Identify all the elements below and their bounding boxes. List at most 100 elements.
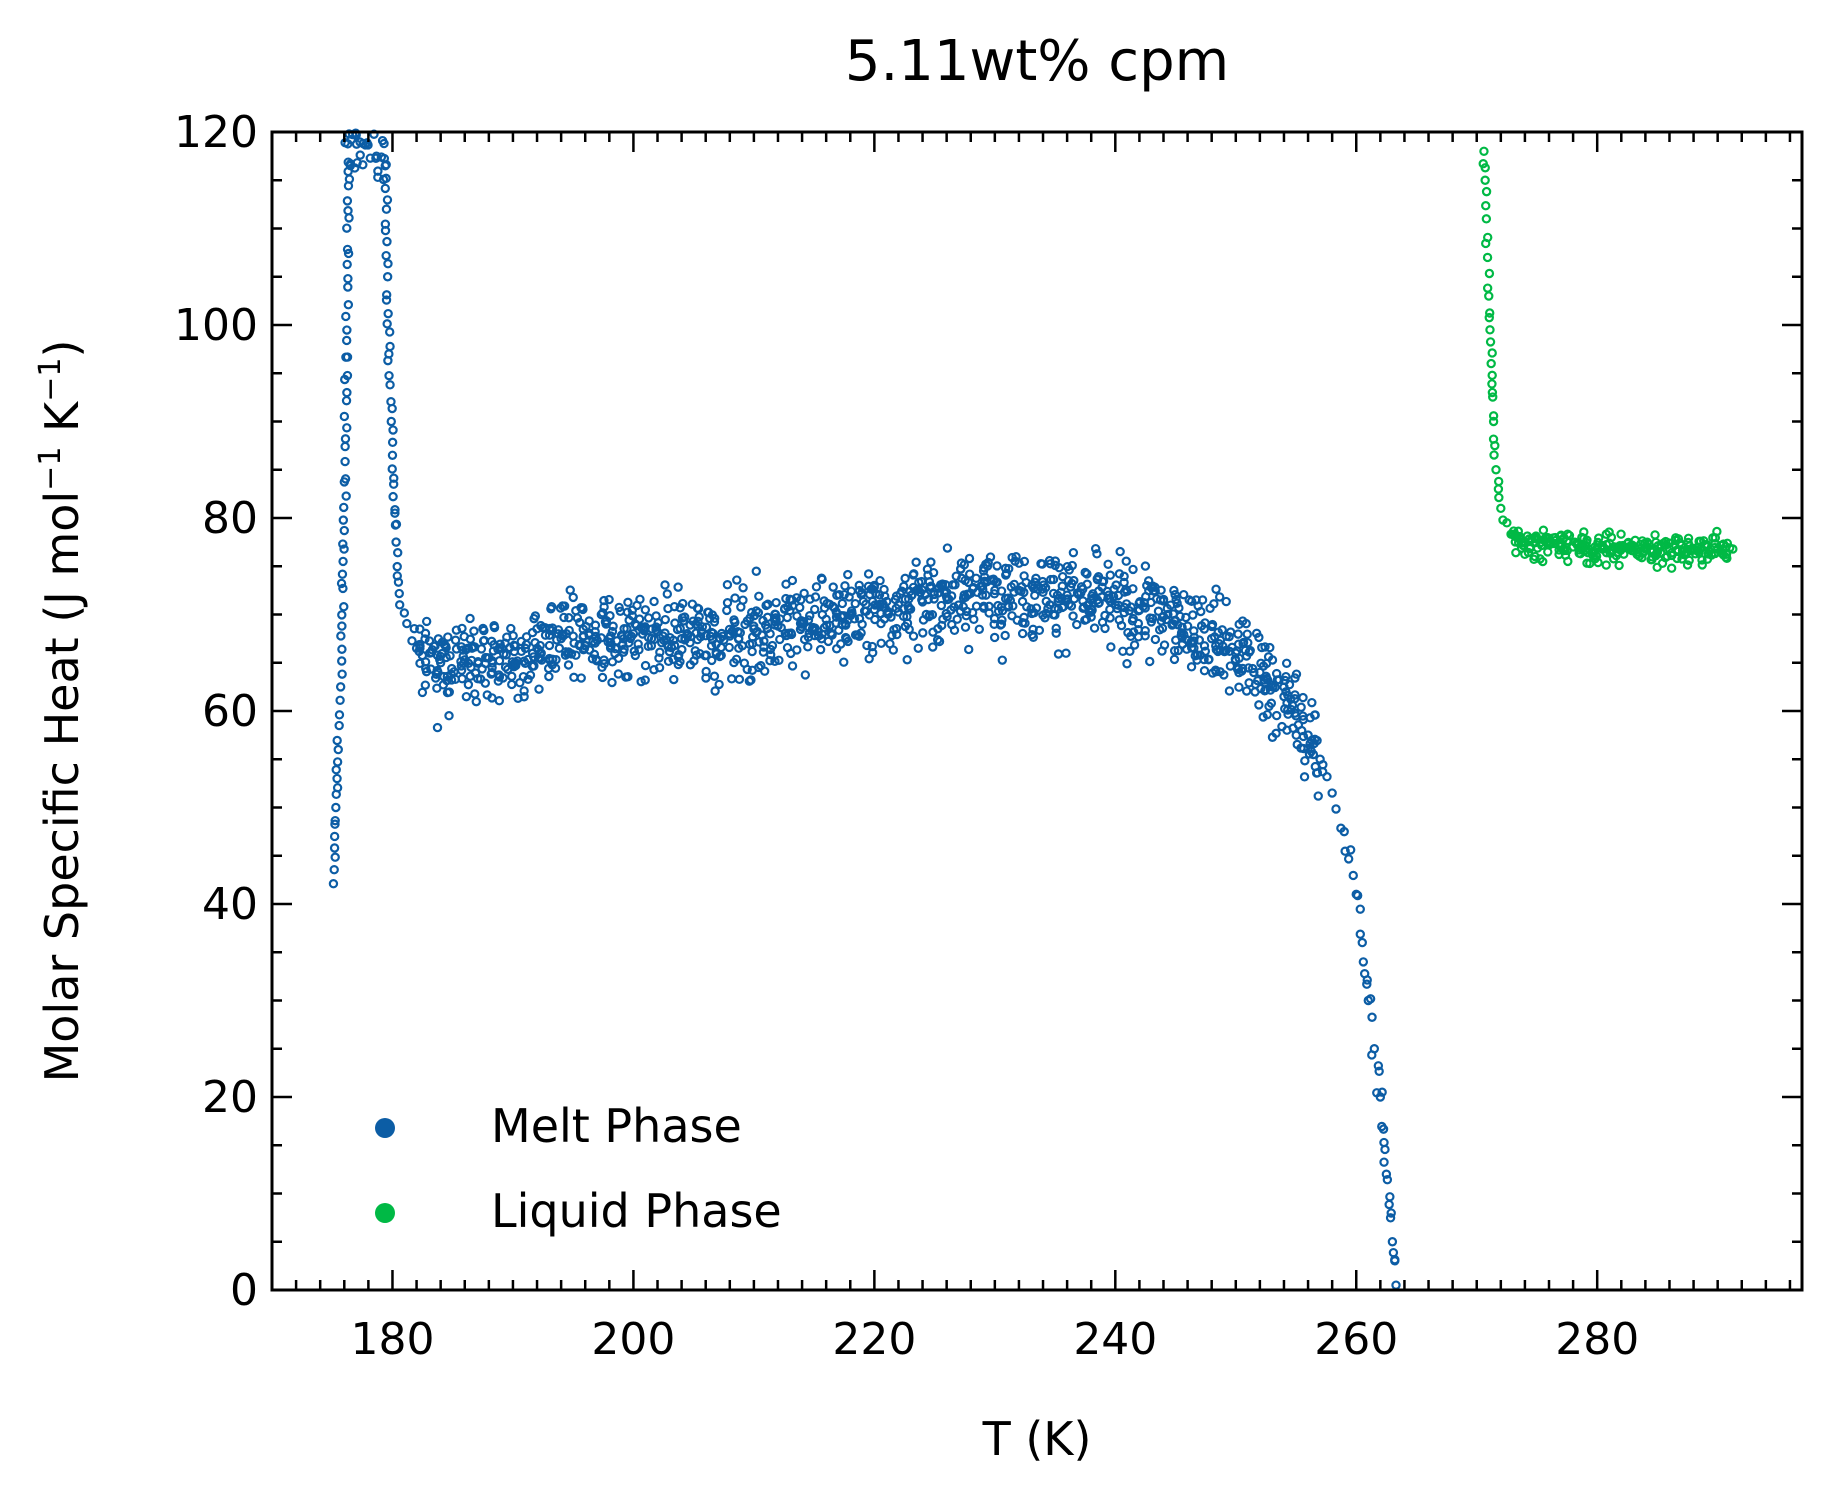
melt-phase-point: [682, 631, 693, 641]
melt-phase-point: [1061, 648, 1071, 658]
melt-phase-point: [902, 655, 912, 665]
melt-phase-point: [1029, 608, 1039, 618]
melt-phase-point: [409, 623, 419, 634]
legend-marker-melt-phase: [375, 1118, 395, 1138]
melt-phase-point: [765, 649, 776, 660]
melt-phase-point: [1265, 642, 1275, 653]
melt-phase-point: [498, 649, 509, 659]
liquid-phase-point: [1482, 283, 1493, 293]
melt-phase-point: [813, 627, 823, 637]
melt-phase-point: [1103, 559, 1113, 570]
x-tick-label: 260: [1314, 1314, 1398, 1365]
melt-phase-point: [339, 502, 349, 513]
melt-phase-point: [701, 622, 712, 632]
melt-phase-point: [1090, 543, 1101, 554]
melt-phase-point: [506, 623, 516, 634]
melt-phase-point: [1053, 649, 1064, 659]
melt-phase-point: [663, 656, 674, 667]
melt-phase-point: [441, 643, 451, 653]
melt-phase-point: [669, 601, 680, 612]
melt-phase-point: [722, 605, 732, 616]
melt-phase-point: [1313, 791, 1323, 801]
melt-phase-point: [1153, 606, 1164, 616]
liquid-phase-point: [1485, 325, 1495, 335]
melt-phase-point: [622, 607, 633, 617]
melt-phase-point: [563, 649, 573, 659]
liquid-phase-point: [1481, 186, 1492, 197]
melt-phase-point: [343, 248, 354, 259]
melt-phase-point: [470, 689, 480, 699]
melt-phase-point: [338, 556, 348, 567]
melt-phase-point: [1355, 904, 1365, 914]
melt-phase-point: [1345, 845, 1356, 855]
melt-phase-point: [608, 621, 618, 631]
melt-phase-point: [470, 642, 480, 652]
legend-label-melt-phase: Melt Phase: [491, 1099, 742, 1153]
melt-phase-point: [604, 594, 614, 605]
liquid-phase-point: [1538, 556, 1548, 567]
melt-phase-point: [1374, 1066, 1384, 1077]
melt-phase-point: [614, 602, 624, 613]
melt-phase-point: [346, 134, 356, 145]
y-axis-title-exp-2: −1: [33, 358, 68, 402]
melt-phase-point: [979, 601, 989, 612]
melt-phase-point: [1125, 646, 1135, 656]
melt-phase-point: [623, 597, 633, 608]
melt-phase-point: [937, 620, 947, 631]
melt-phase-point: [1017, 618, 1028, 628]
melt-phase-point: [716, 650, 726, 661]
liquid-phase-point: [1494, 492, 1504, 503]
melt-phase-point: [519, 692, 529, 702]
melt-phase-point: [540, 630, 551, 640]
melt-phase-point: [924, 611, 934, 622]
melt-phase-point: [559, 601, 570, 611]
melt-phase-point: [727, 674, 737, 684]
melt-phase-point: [343, 300, 354, 310]
melt-phase-point: [843, 569, 853, 580]
melt-phase-point: [480, 678, 491, 688]
melt-phase-point: [520, 643, 531, 654]
melt-phase-point: [1174, 603, 1184, 613]
melt-phase-point: [1233, 629, 1243, 639]
melt-phase-point: [329, 865, 339, 875]
melt-phase-point: [352, 158, 362, 168]
melt-phase-point: [1175, 611, 1185, 622]
melt-phase-point: [839, 657, 849, 667]
melt-phase-point: [1145, 613, 1155, 623]
liquid-phase-point: [1491, 465, 1501, 475]
melt-phase-point: [709, 671, 720, 681]
melt-phase-point: [786, 629, 797, 640]
melt-phase-point: [1352, 890, 1363, 901]
melt-phase-point: [731, 654, 742, 665]
melt-phase-point: [469, 626, 479, 636]
melt-phase-point: [463, 679, 474, 690]
melt-phase-point: [1272, 675, 1282, 685]
melt-phase-point: [770, 656, 780, 667]
melt-phase-point: [1199, 641, 1210, 651]
legend: Melt Phase Liquid Phase: [375, 1099, 782, 1238]
melt-phase-point: [1377, 1087, 1387, 1097]
melt-phase-point: [430, 641, 440, 651]
melt-phase-point: [1377, 1121, 1387, 1132]
melt-phase-point: [1111, 580, 1121, 590]
melt-phase-point: [870, 614, 880, 625]
melt-phase-point: [1261, 671, 1271, 682]
melt-phase-point: [751, 566, 761, 576]
melt-phase-point: [864, 654, 874, 664]
melt-phase-point: [722, 580, 733, 590]
melt-phase-point: [722, 598, 733, 608]
melt-phase-point: [649, 596, 659, 607]
melt-phase-point: [1225, 627, 1236, 637]
melt-phase-point: [1241, 686, 1252, 696]
melt-phase-point: [596, 609, 607, 620]
melt-phase-point: [1271, 710, 1282, 721]
melt-phase-point: [1003, 602, 1014, 612]
melt-phase-point: [371, 153, 381, 163]
liquid-phase-point: [1485, 308, 1495, 318]
melt-phase-point: [1382, 1175, 1393, 1185]
melt-phase-point: [751, 606, 761, 616]
melt-phase-point: [465, 634, 476, 644]
melt-phase-point: [805, 610, 815, 621]
melt-phase-point: [917, 585, 927, 595]
melt-phase-point: [1386, 1208, 1396, 1218]
